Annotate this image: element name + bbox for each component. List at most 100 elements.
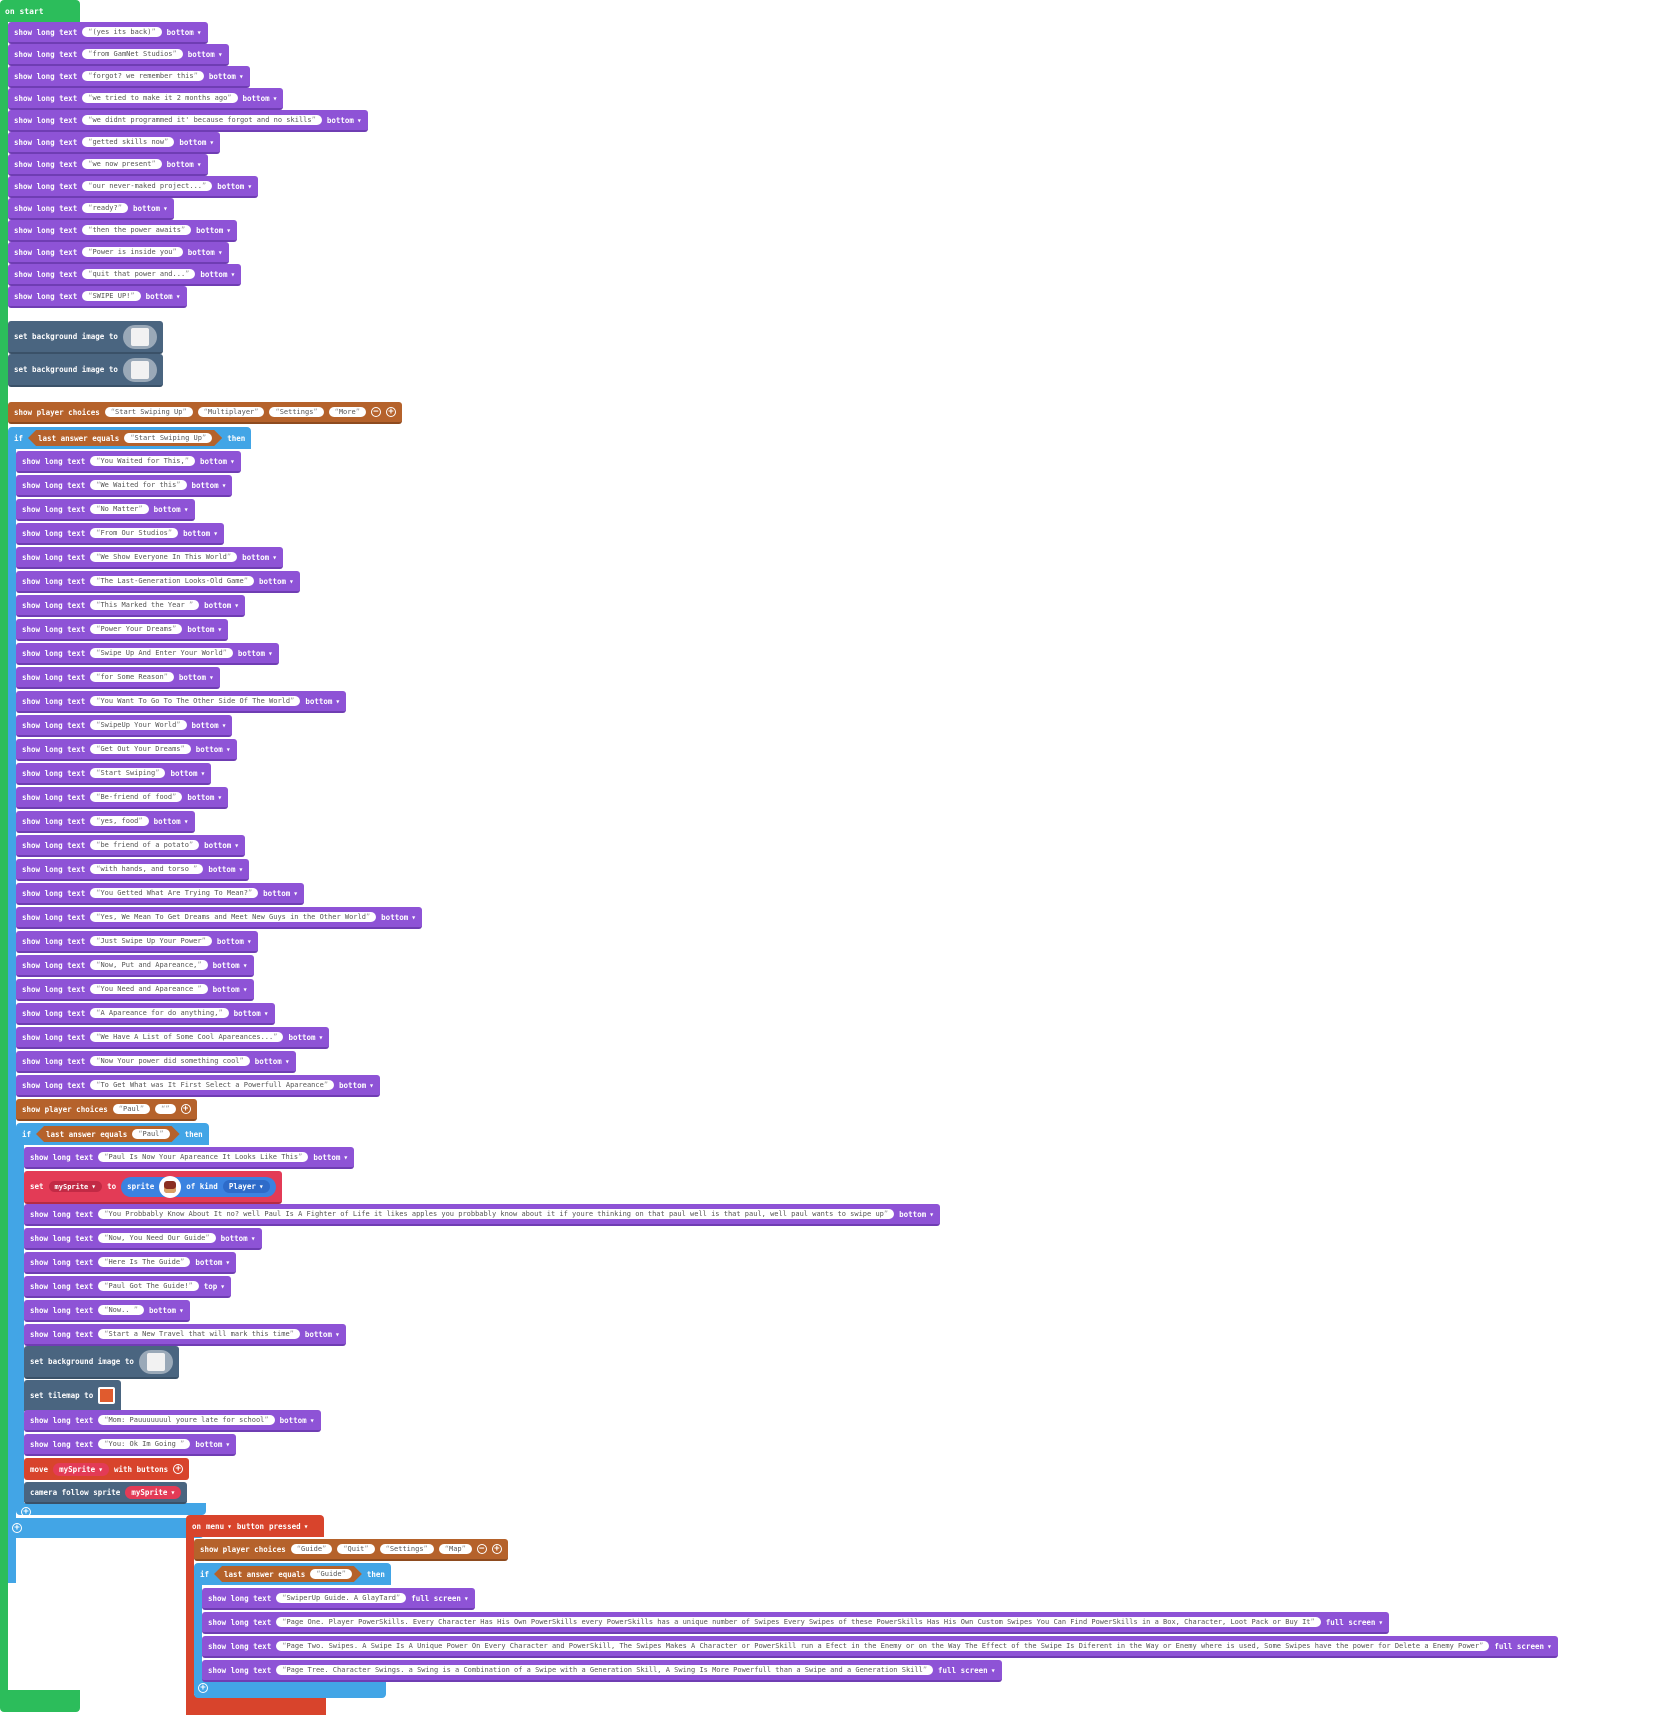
position-dropdown[interactable]: bottom (167, 28, 202, 37)
position-dropdown[interactable]: bottom (154, 817, 189, 826)
position-dropdown[interactable]: bottom (192, 481, 227, 490)
show-long-text-block[interactable]: show long text our never-maked project...… (8, 176, 259, 198)
show-long-text-block[interactable]: show long text Page One. Player PowerSkil… (202, 1612, 1390, 1634)
show-long-text-block[interactable]: show long text Power Your Dreams bottom (16, 619, 229, 641)
pressed-dropdown[interactable]: pressed (269, 1522, 308, 1531)
text-input[interactable]: We Show Everyone In This World (90, 552, 238, 562)
show-long-text-block[interactable]: show long text then the power awaits botto… (8, 220, 238, 242)
answer-input[interactable]: Start Swiping Up (124, 433, 212, 443)
show-long-text-block[interactable]: show long text You Want To Go To The Othe… (16, 691, 347, 713)
show-long-text-block[interactable]: show long text ready? bottom (8, 198, 174, 220)
text-input[interactable]: Page Two. Swipes. A Swipe Is A Unique Po… (276, 1641, 1490, 1651)
position-dropdown[interactable]: bottom (221, 1234, 256, 1243)
position-dropdown[interactable]: bottom (243, 94, 278, 103)
position-dropdown[interactable]: bottom (196, 745, 231, 754)
set-background-block[interactable]: set background image to (8, 354, 163, 387)
text-input[interactable]: To Get What was It First Select a Powerf… (90, 1080, 335, 1090)
paul-if-add-icon[interactable] (21, 1507, 31, 1517)
show-long-text-block[interactable]: show long text SWIPE UP! bottom (8, 286, 187, 308)
set-sprite-block[interactable]: set mySprite to sprite of kind Player (24, 1171, 282, 1204)
position-dropdown[interactable]: bottom (313, 1153, 348, 1162)
image-picker[interactable] (122, 324, 157, 349)
set-background-block[interactable]: set background image to (8, 321, 163, 354)
show-long-text-block[interactable]: show long text We Waited for this bottom (16, 475, 233, 497)
text-input[interactable]: Now Your power did something cool (90, 1056, 250, 1066)
position-dropdown[interactable]: bottom (149, 1306, 184, 1315)
position-dropdown[interactable]: bottom (200, 270, 235, 279)
text-input[interactable]: Start a New Travel that will mark this t… (98, 1329, 300, 1339)
choice-input[interactable] (155, 1104, 176, 1114)
text-input[interactable]: This Marked the Year (90, 600, 200, 610)
show-long-text-block[interactable]: show long text with hands, and torso bott… (16, 859, 250, 881)
position-dropdown[interactable]: bottom (288, 1033, 323, 1042)
show-long-text-block[interactable]: show long text You Getted What Are Trying… (16, 883, 305, 905)
show-long-text-block[interactable]: show long text The Last-Generation Looks-… (16, 571, 300, 593)
tilemap-picker[interactable] (98, 1387, 116, 1404)
text-input[interactable]: A Apareance for do anything, (90, 1008, 229, 1018)
position-dropdown[interactable]: bottom (188, 248, 223, 257)
show-long-text-block[interactable]: show long text Paul Is Now Your Apareance… (24, 1147, 355, 1169)
show-long-text-block[interactable]: show long text You Waited for This, bottom (16, 451, 241, 473)
position-dropdown[interactable]: bottom (167, 160, 202, 169)
show-long-text-block[interactable]: show long text Be-friend of food bottom (16, 787, 229, 809)
add-choice-icon[interactable] (491, 1544, 502, 1554)
text-input[interactable]: Swipe Up And Enter Your World (90, 648, 233, 658)
show-long-text-block[interactable]: show long text Paul Got The Guide! top (24, 1276, 232, 1298)
show-long-text-block[interactable]: show long text Now, You Need Our Guide bot… (24, 1228, 262, 1250)
on-start-block[interactable]: on start (0, 0, 80, 22)
show-long-text-block[interactable]: show long text (yes its back) bottom (8, 22, 208, 44)
show-long-text-block[interactable]: show long text Now Your power did somethi… (16, 1051, 296, 1073)
show-long-text-block[interactable]: show long text SwiperUp Guide. A GlayTard… (202, 1588, 475, 1610)
show-long-text-block[interactable]: show long text Here Is The Guide bottom (24, 1252, 237, 1274)
show-long-text-block[interactable]: show long text Mom: Pauuuuuuul youre late… (24, 1410, 321, 1432)
add-choice-icon[interactable] (385, 407, 396, 417)
text-input[interactable]: Start Swiping (90, 768, 166, 778)
choice-input[interactable]: Quit (337, 1544, 375, 1554)
on-menu-pressed-block[interactable]: on menu button pressed (186, 1515, 324, 1537)
if-block[interactable]: if last answer equals Start Swiping Up then (8, 427, 252, 449)
sprite-variable-dropdown[interactable]: mySprite (125, 1485, 182, 1499)
expand-icon[interactable] (173, 1464, 184, 1474)
text-input[interactable]: be friend of a potato (90, 840, 200, 850)
position-dropdown[interactable]: bottom (188, 50, 223, 59)
text-input[interactable]: You Need and Apareance (90, 984, 208, 994)
text-input[interactable]: for Some Reason (90, 672, 174, 682)
text-input[interactable]: (yes its back) (82, 27, 162, 37)
remove-choice-icon[interactable] (476, 1544, 487, 1554)
sprite-variable-dropdown[interactable]: mySprite (48, 1181, 103, 1192)
set-tilemap-block[interactable]: set tilemap to (24, 1380, 122, 1413)
choice-input[interactable]: Map (438, 1544, 472, 1554)
choice-input[interactable]: More (328, 407, 366, 417)
sprite-variable-dropdown[interactable]: mySprite (53, 1462, 110, 1476)
show-long-text-block[interactable]: show long text forgot? we remember this bo… (8, 66, 250, 88)
menu-key-dropdown[interactable]: menu (206, 1522, 232, 1531)
text-input[interactable]: Just Swipe Up Your Power (90, 936, 212, 946)
text-input[interactable]: No Matter (90, 504, 149, 514)
text-input[interactable]: Now.. (98, 1305, 144, 1315)
text-input[interactable]: You: Ok Im Going (98, 1439, 191, 1449)
show-long-text-block[interactable]: show long text Power is inside you bottom (8, 242, 229, 264)
show-long-text-block[interactable]: show long text This Marked the Year botto… (16, 595, 246, 617)
position-dropdown[interactable]: bottom (195, 1440, 230, 1449)
position-dropdown[interactable]: full screen (411, 1594, 469, 1603)
text-input[interactable]: quit that power and... (82, 269, 196, 279)
text-input[interactable]: Page Tree. Character Swings. a Swing is … (276, 1665, 934, 1675)
move-with-buttons-block[interactable]: move mySprite with buttons (24, 1458, 190, 1480)
show-long-text-block[interactable]: show long text Page Tree. Character Swing… (202, 1660, 1002, 1682)
show-long-text-block[interactable]: show long text yes, food bottom (16, 811, 195, 833)
camera-follow-block[interactable]: camera follow sprite mySprite (24, 1482, 188, 1504)
set-background-block[interactable]: set background image to (24, 1346, 179, 1379)
position-dropdown[interactable]: bottom (204, 841, 239, 850)
position-dropdown[interactable]: full screen (1326, 1618, 1384, 1627)
position-dropdown[interactable]: bottom (187, 625, 222, 634)
show-long-text-block[interactable]: show long text From Our Studios bottom (16, 523, 225, 545)
position-dropdown[interactable]: bottom (242, 553, 277, 562)
position-dropdown[interactable]: bottom (259, 577, 294, 586)
show-long-text-block[interactable]: show long text from GamNet Studios bottom (8, 44, 229, 66)
text-input[interactable]: Power Your Dreams (90, 624, 183, 634)
add-choice-icon[interactable] (180, 1104, 191, 1114)
position-dropdown[interactable]: bottom (209, 72, 244, 81)
show-long-text-block[interactable]: show long text quit that power and... bott… (8, 264, 242, 286)
text-input[interactable]: forgot? we remember this (82, 71, 204, 81)
position-dropdown[interactable]: bottom (200, 457, 235, 466)
